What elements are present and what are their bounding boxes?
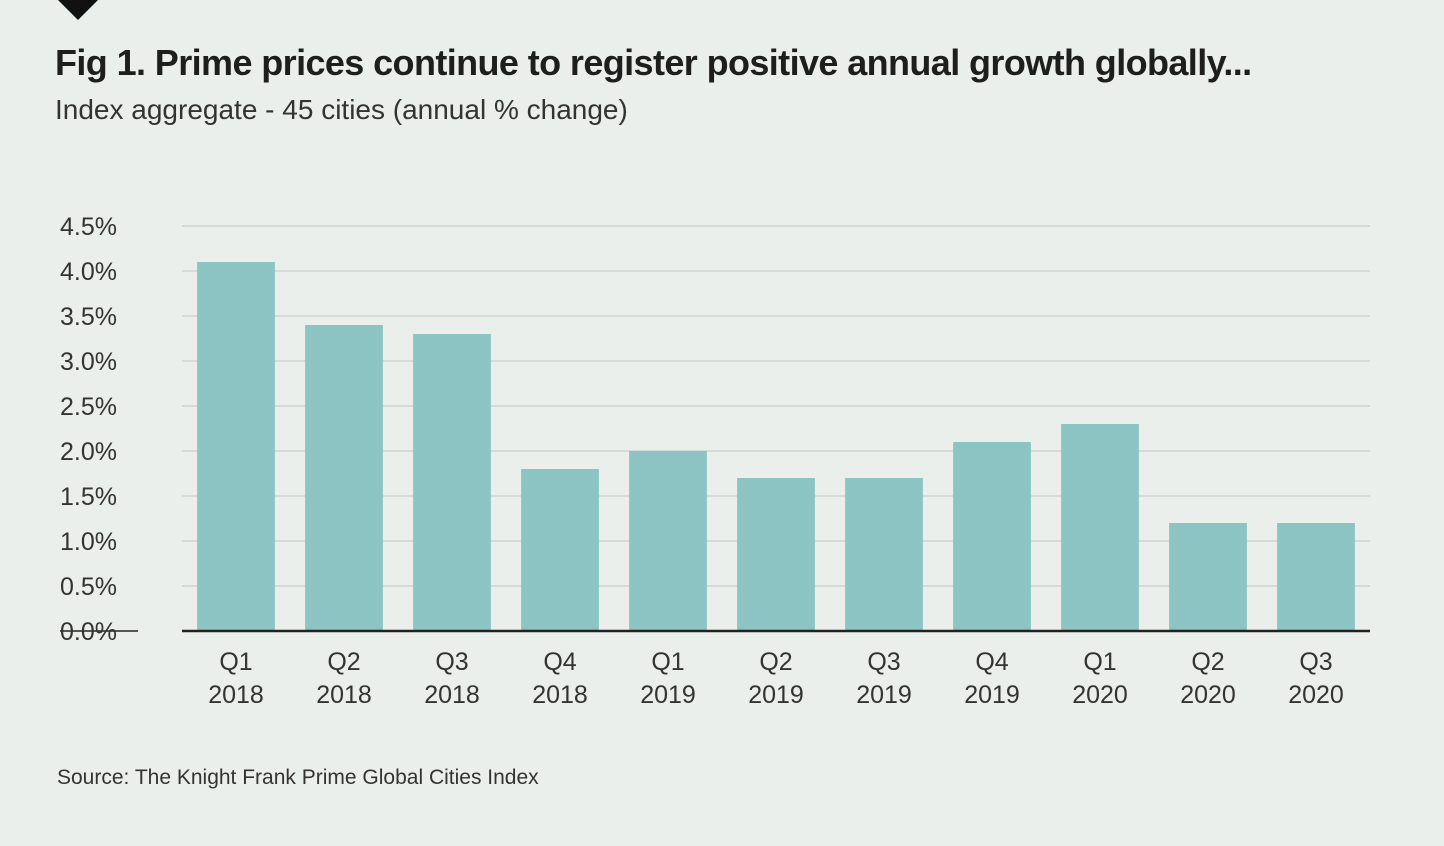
- bar: [737, 478, 815, 631]
- y-tick-label: 4.5%: [60, 213, 117, 241]
- y-tick-label: 0.5%: [60, 573, 117, 601]
- x-tick-labels: Q1 2018 Q2 2018 Q3 2018 Q4 2018 Q1 2019 Q2 2019 Q3 20…: [208, 648, 1344, 709]
- x-tick-label-year: 2019: [640, 681, 696, 709]
- x-tick-label-year: 2020: [1072, 681, 1128, 709]
- bar: [521, 469, 599, 631]
- x-tick-label-year: 2020: [1288, 681, 1344, 709]
- y-tick-label: 3.0%: [60, 348, 117, 376]
- bar: [413, 334, 491, 631]
- x-tick-label-quarter: Q3: [435, 648, 468, 676]
- x-tick-label-year: 2019: [748, 681, 804, 709]
- x-tick-label-quarter: Q2: [759, 648, 792, 676]
- section-marker-icon: [58, 0, 98, 20]
- x-tick-label-quarter: Q3: [867, 648, 900, 676]
- x-tick-label-year: 2018: [424, 681, 480, 709]
- x-tick-label-year: 2019: [856, 681, 912, 709]
- y-tick-label: 2.5%: [60, 393, 117, 421]
- y-tick-label: 0.0%: [60, 618, 117, 646]
- chart-subtitle: Index aggregate - 45 cities (annual % ch…: [55, 94, 628, 125]
- x-tick-label-year: 2019: [964, 681, 1020, 709]
- x-tick-label-quarter: Q1: [219, 648, 252, 676]
- chart-canvas: 0.0% 0.5% 1.0% 1.5% 2.0% 2.5% 3.0% 3.5% 4.0% 4.5%…: [60, 213, 1370, 709]
- x-tick-label-year: 2018: [316, 681, 372, 709]
- x-tick-label-year: 2018: [208, 681, 264, 709]
- x-tick-label-quarter: Q2: [327, 648, 360, 676]
- chart-title: Fig 1. Prime prices continue to register…: [55, 42, 1252, 83]
- x-tick-label-quarter: Q3: [1299, 648, 1332, 676]
- x-tick-label-year: 2018: [532, 681, 588, 709]
- bar: [1061, 424, 1139, 631]
- x-tick-label-year: 2020: [1180, 681, 1236, 709]
- source-note: Source: The Knight Frank Prime Global Ci…: [57, 766, 539, 789]
- bar: [629, 451, 707, 631]
- bar: [953, 442, 1031, 631]
- x-tick-label-quarter: Q1: [651, 648, 684, 676]
- x-tick-label-quarter: Q4: [543, 648, 576, 676]
- y-tick-labels: 0.0% 0.5% 1.0% 1.5% 2.0% 2.5% 3.0% 3.5% 4.0% 4.5%: [60, 213, 117, 646]
- y-tick-label: 4.0%: [60, 258, 117, 286]
- y-tick-label: 1.5%: [60, 483, 117, 511]
- bar: [845, 478, 923, 631]
- y-tick-label: 1.0%: [60, 528, 117, 556]
- bars: [197, 262, 1355, 631]
- bar: [1277, 523, 1355, 631]
- x-tick-label-quarter: Q2: [1191, 648, 1224, 676]
- bar: [197, 262, 275, 631]
- y-tick-label: 3.5%: [60, 303, 117, 331]
- y-tick-label: 2.0%: [60, 438, 117, 466]
- x-tick-label-quarter: Q1: [1083, 648, 1116, 676]
- bar: [1169, 523, 1247, 631]
- x-tick-label-quarter: Q4: [975, 648, 1008, 676]
- bar-chart: 0.0% 0.5% 1.0% 1.5% 2.0% 2.5% 3.0% 3.5% 4.0% 4.5%…: [0, 180, 1444, 740]
- bar: [305, 325, 383, 631]
